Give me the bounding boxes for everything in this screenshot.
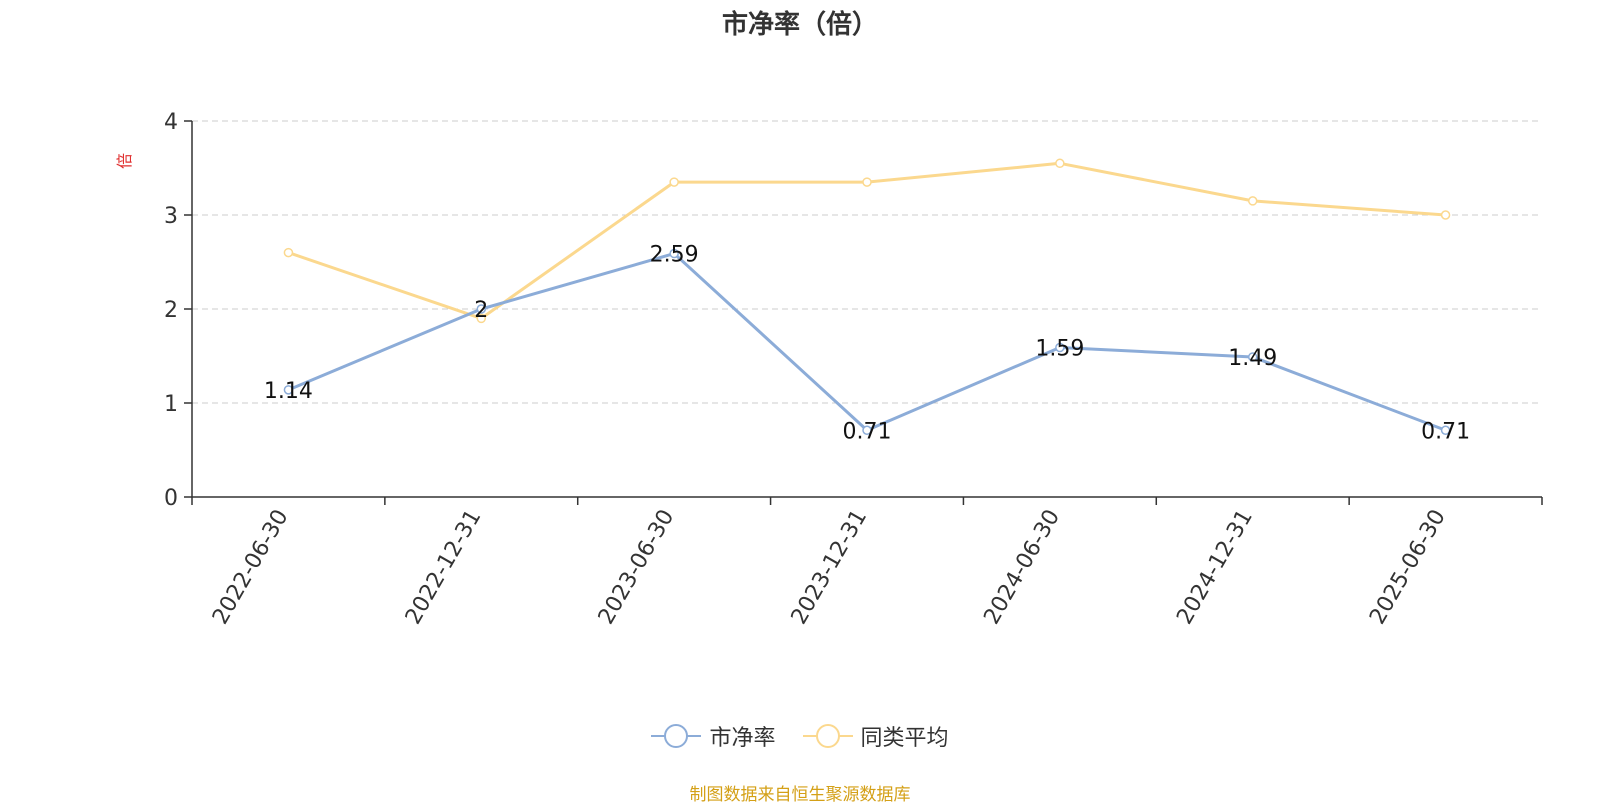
y-tick-label-0: 0: [164, 486, 178, 511]
legend-label-series-1: 市净率: [709, 726, 776, 751]
legend: 市净率 同类平均: [0, 720, 1600, 756]
chart-title: 市净率（倍）: [721, 10, 878, 40]
x-tick-label-3: 2023-12-31: [787, 506, 873, 629]
x-tick-label-0: 2022-06-30: [208, 506, 294, 629]
x-tick-label-6: 2025-06-30: [1365, 506, 1451, 629]
series-1-point-6: [1440, 425, 1451, 436]
series-2-point-4: [1055, 158, 1065, 169]
series-1-point-1: [476, 304, 487, 314]
data-label-3: 0.71: [843, 419, 892, 444]
legend-item-series-1[interactable]: 市净率: [651, 720, 776, 752]
series-2-point-3: [862, 177, 872, 187]
series-2-point-1: [476, 313, 487, 324]
plot-area: 0 1 2 3 4 倍 2022-06-30 2022-12-31 2023-06-30 2023…: [115, 110, 1543, 629]
source-note: 制图数据来自恒生聚源数据库: [689, 785, 911, 805]
y-tick-label-4: 4: [164, 110, 178, 135]
series-2-point-0: [283, 247, 294, 258]
data-label-4: 1.59: [1035, 337, 1084, 362]
series-2-point-6: [1440, 210, 1451, 220]
x-tick-label-5: 2024-12-31: [1172, 506, 1258, 629]
series-1-point-2: [669, 248, 679, 259]
y-axis-label: 倍: [115, 153, 134, 169]
x-tick-label-2: 2023-06-30: [594, 506, 680, 629]
legend-label-series-2: 同类平均: [860, 726, 949, 751]
data-label-5: 1.49: [1228, 346, 1277, 371]
series-1-point-5: [1247, 352, 1258, 362]
x-tick-label-1: 2022-12-31: [401, 506, 487, 629]
y-tick-label-3: 3: [164, 204, 178, 229]
series-2-point-2: [669, 177, 679, 187]
series-2-point-5: [1247, 196, 1258, 206]
data-label-1: 2: [474, 298, 488, 323]
legend-item-series-2[interactable]: 同类平均: [802, 720, 949, 752]
series-1-point-3: [862, 425, 872, 436]
x-tick-label-4: 2024-06-30: [979, 506, 1065, 629]
y-tick-label-2: 2: [164, 298, 178, 323]
series-1-point-0: [283, 385, 294, 395]
legend-swatch-series-1: [651, 724, 702, 748]
legend-swatch-series-2: [802, 724, 853, 748]
y-tick-label-1: 1: [164, 392, 178, 417]
data-label-2: 2.59: [650, 243, 699, 268]
series-1-point-4: [1055, 342, 1065, 353]
data-label-6: 0.71: [1421, 419, 1470, 444]
series-line-1: [287, 252, 1447, 432]
data-label-0: 1.14: [264, 379, 313, 404]
